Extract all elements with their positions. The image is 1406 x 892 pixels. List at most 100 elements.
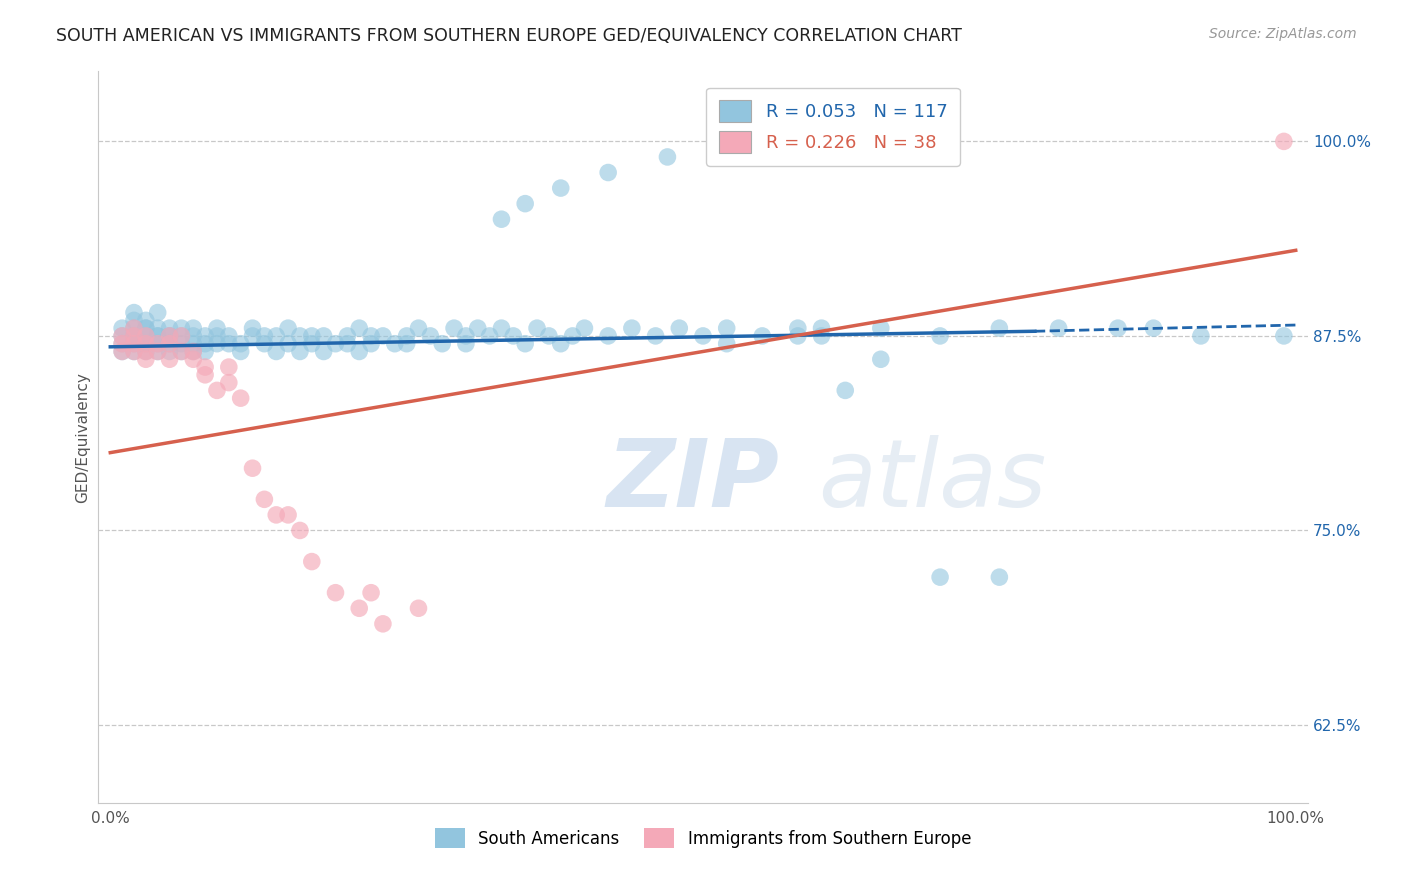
Point	[988, 570, 1011, 584]
Point	[325, 585, 347, 599]
Point	[657, 150, 679, 164]
Point	[515, 336, 537, 351]
Point	[159, 344, 181, 359]
Point	[253, 329, 276, 343]
Point	[869, 321, 891, 335]
Point	[111, 336, 134, 351]
Point	[288, 524, 311, 538]
Point	[312, 329, 335, 343]
Point	[644, 329, 666, 343]
Point	[312, 344, 335, 359]
Point	[146, 336, 169, 351]
Legend: South Americans, Immigrants from Southern Europe: South Americans, Immigrants from Souther…	[426, 820, 980, 856]
Point	[135, 344, 157, 359]
Point	[432, 336, 454, 351]
Point	[360, 585, 382, 599]
Point	[146, 336, 169, 351]
Point	[478, 329, 501, 343]
Point	[561, 329, 583, 343]
Point	[194, 359, 217, 374]
Point	[135, 336, 157, 351]
Point	[242, 321, 264, 335]
Point	[1272, 135, 1295, 149]
Point	[135, 313, 157, 327]
Point	[159, 336, 181, 351]
Point	[491, 321, 513, 335]
Point	[1107, 321, 1129, 335]
Point	[170, 344, 193, 359]
Point	[253, 492, 276, 507]
Point	[347, 601, 370, 615]
Point	[122, 336, 145, 351]
Point	[122, 329, 145, 343]
Point	[384, 336, 406, 351]
Point	[668, 321, 690, 335]
Point	[264, 508, 287, 522]
Point	[111, 336, 134, 351]
Point	[122, 329, 145, 343]
Point	[146, 321, 169, 335]
Point	[325, 336, 347, 351]
Point	[111, 344, 134, 359]
Point	[205, 321, 228, 335]
Point	[1047, 321, 1070, 335]
Point	[122, 321, 145, 335]
Point	[146, 305, 169, 319]
Point	[135, 344, 157, 359]
Point	[146, 329, 169, 343]
Point	[537, 329, 560, 343]
Point	[598, 329, 620, 343]
Point	[347, 321, 370, 335]
Point	[454, 336, 477, 351]
Point	[347, 344, 370, 359]
Point	[869, 352, 891, 367]
Point	[1142, 321, 1164, 335]
Point	[205, 336, 228, 351]
Text: atlas: atlas	[818, 435, 1046, 526]
Point	[181, 329, 204, 343]
Point	[181, 336, 204, 351]
Y-axis label: GED/Equivalency: GED/Equivalency	[75, 372, 90, 502]
Point	[574, 321, 596, 335]
Point	[277, 508, 299, 522]
Point	[502, 329, 524, 343]
Point	[135, 336, 157, 351]
Point	[301, 336, 323, 351]
Point	[146, 344, 169, 359]
Point	[111, 329, 134, 343]
Point	[277, 336, 299, 351]
Point	[988, 321, 1011, 335]
Point	[159, 321, 181, 335]
Point	[491, 212, 513, 227]
Point	[786, 321, 808, 335]
Point	[194, 336, 217, 351]
Point	[395, 336, 418, 351]
Point	[181, 344, 204, 359]
Point	[159, 336, 181, 351]
Point	[229, 391, 252, 405]
Point	[218, 336, 240, 351]
Point	[751, 329, 773, 343]
Point	[929, 329, 952, 343]
Point	[253, 336, 276, 351]
Point	[218, 359, 240, 374]
Point	[408, 601, 430, 615]
Point	[550, 181, 572, 195]
Point	[419, 329, 441, 343]
Point	[692, 329, 714, 343]
Point	[205, 384, 228, 398]
Point	[135, 352, 157, 367]
Point	[264, 344, 287, 359]
Point	[395, 329, 418, 343]
Point	[467, 321, 489, 335]
Point	[170, 329, 193, 343]
Point	[170, 344, 193, 359]
Point	[229, 336, 252, 351]
Point	[242, 329, 264, 343]
Point	[264, 329, 287, 343]
Point	[620, 321, 643, 335]
Point	[218, 376, 240, 390]
Point	[122, 313, 145, 327]
Point	[135, 329, 157, 343]
Point	[242, 461, 264, 475]
